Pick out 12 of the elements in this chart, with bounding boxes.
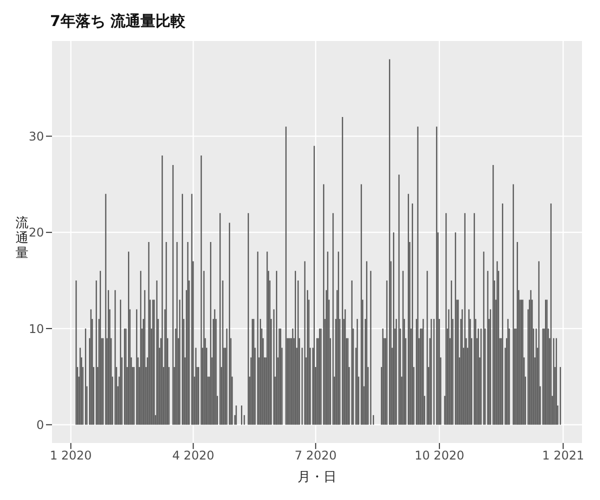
y-axis-title: 流通量	[16, 215, 28, 261]
y-tick-label: 10	[28, 322, 44, 336]
y-tick-label: 0	[36, 418, 44, 432]
x-axis-title: 月・日	[298, 470, 336, 485]
x-tick-label: 4 2020	[172, 448, 214, 463]
x-tick-label: 10 2020	[414, 448, 464, 463]
chart-title: 7年落ち 流通量比較	[49, 11, 187, 32]
x-tick-label: 1 2020	[50, 448, 92, 463]
y-tick-label: 30	[28, 129, 44, 144]
x-tick-label: 7 2020	[294, 448, 337, 463]
x-tick-label: 1 2021	[542, 448, 584, 463]
y-tick-label: 20	[28, 226, 44, 240]
